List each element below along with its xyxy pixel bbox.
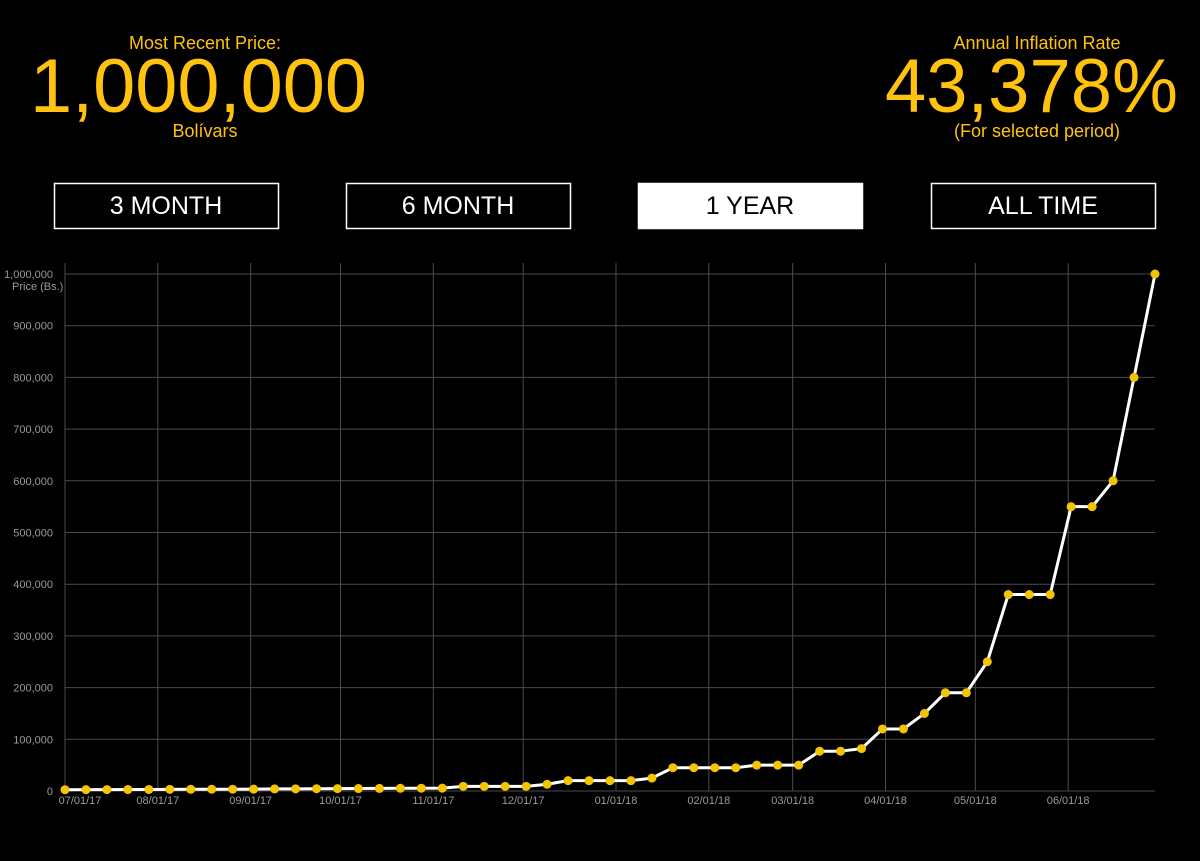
price-point	[752, 760, 762, 770]
price-point	[794, 760, 804, 770]
period-button-label[interactable]: 6 MONTH	[402, 192, 515, 220]
y-tick-label: 200,000	[13, 683, 53, 695]
price-point	[982, 657, 992, 667]
price-line	[64, 273, 1157, 792]
price-label: Most Recent Price:	[129, 33, 281, 53]
x-tick-label: 06/01/18	[1047, 795, 1090, 807]
inflation-label: Annual Inflation Rate	[953, 33, 1120, 53]
price-point	[961, 688, 971, 698]
price-point	[605, 776, 615, 786]
period-button[interactable]	[930, 182, 1157, 230]
price-point	[353, 784, 363, 794]
x-tick-label: 10/01/17	[319, 795, 362, 807]
price-point	[228, 784, 238, 794]
inflation-value: 43,378%	[885, 44, 1178, 129]
x-tick-label: 01/01/18	[595, 795, 638, 807]
price-point	[479, 781, 489, 791]
price-point	[836, 746, 846, 756]
price-unit: Bolívars	[172, 121, 237, 141]
price-point	[1003, 590, 1013, 600]
price-point	[521, 781, 531, 791]
x-tick-label: 04/01/18	[864, 795, 907, 807]
y-tick-label: 1,000,000	[4, 269, 53, 281]
price-point	[1108, 476, 1118, 486]
price-point	[563, 776, 573, 786]
price-point	[1150, 269, 1160, 279]
period-button-label[interactable]: ALL TIME	[988, 192, 1098, 220]
price-point	[668, 763, 678, 773]
x-tick-label: 09/01/17	[229, 795, 272, 807]
price-value: 1,000,000	[30, 44, 367, 129]
y-tick-label: 500,000	[13, 528, 53, 540]
period-button[interactable]	[345, 182, 572, 230]
price-point	[458, 781, 468, 791]
y-tick-label: 800,000	[13, 372, 53, 384]
price-point	[647, 773, 657, 783]
x-tick-label: 07/01/17	[59, 795, 102, 807]
period-button[interactable]	[637, 182, 864, 230]
y-axis-label: Price (Bs.)	[12, 281, 63, 293]
price-point	[374, 783, 384, 793]
price-point	[437, 783, 447, 793]
y-tick-label: 900,000	[13, 321, 53, 333]
price-point	[815, 746, 825, 756]
price-point	[291, 784, 301, 794]
price-point	[270, 784, 280, 794]
price-point	[312, 784, 322, 794]
price-point	[144, 784, 154, 794]
x-tick-label: 02/01/18	[687, 795, 730, 807]
price-point	[395, 783, 405, 793]
price-point	[689, 763, 699, 773]
price-point	[1087, 502, 1097, 512]
inflation-note: (For selected period)	[954, 121, 1120, 141]
price-point	[1129, 372, 1139, 382]
price-point	[857, 744, 867, 754]
price-point	[416, 783, 426, 793]
y-tick-label: 100,000	[13, 734, 53, 746]
period-button-label[interactable]: 3 MONTH	[110, 192, 223, 220]
price-point	[1066, 502, 1076, 512]
price-point	[333, 784, 342, 794]
price-point	[878, 724, 887, 734]
y-tick-label: 300,000	[13, 631, 53, 643]
price-point	[1024, 590, 1034, 600]
y-tick-label: 700,000	[13, 424, 53, 436]
price-point	[186, 784, 196, 794]
price-point	[207, 784, 217, 794]
x-tick-label: 05/01/18	[954, 795, 997, 807]
period-button-label[interactable]: 1 YEAR	[706, 192, 794, 220]
y-tick-label: 0	[47, 786, 53, 798]
price-point	[81, 785, 91, 795]
price-point	[542, 779, 552, 789]
price-point	[165, 784, 175, 794]
x-tick-label: 03/01/18	[771, 795, 814, 807]
x-tick-label: 08/01/17	[136, 795, 179, 807]
y-tick-label: 600,000	[13, 476, 53, 488]
price-point	[249, 784, 259, 794]
price-point	[898, 724, 908, 734]
price-point	[102, 785, 112, 795]
price-point	[940, 688, 950, 698]
price-point	[1045, 590, 1055, 600]
price-point	[60, 785, 70, 795]
y-tick-label: 400,000	[13, 579, 53, 591]
price-point	[731, 763, 741, 773]
x-tick-label: 12/01/17	[502, 795, 545, 807]
x-tick-label: 11/01/17	[412, 795, 454, 807]
price-point	[710, 763, 720, 773]
price-point	[919, 708, 929, 718]
price-point	[584, 776, 594, 786]
price-point	[500, 781, 510, 791]
price-point	[626, 776, 636, 786]
price-point	[773, 760, 783, 770]
price-point	[123, 785, 133, 795]
period-button[interactable]	[53, 182, 280, 230]
